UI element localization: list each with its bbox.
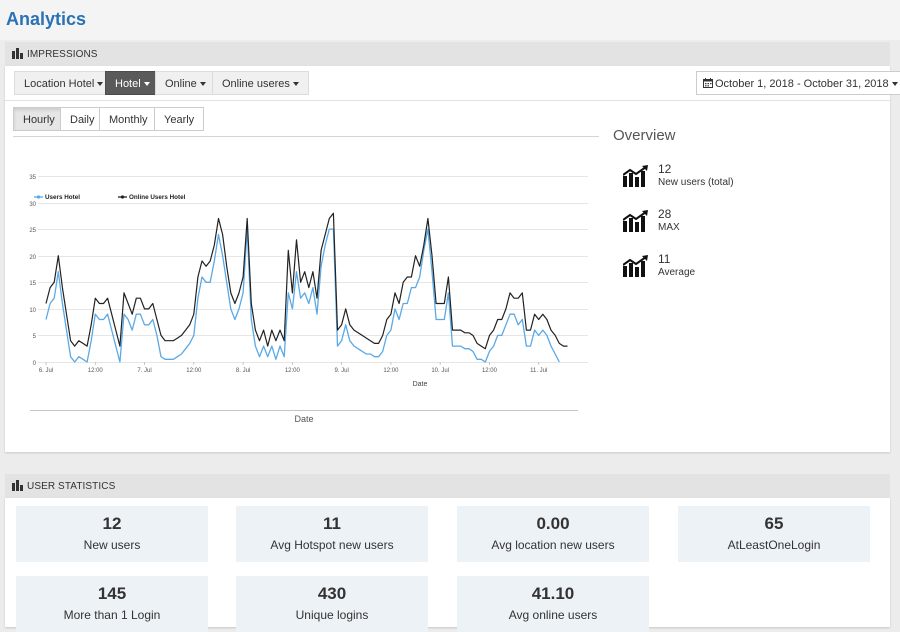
overview-max-value: 28 [658, 207, 672, 221]
y-tick-label: 20 [29, 255, 36, 261]
y-tick-label: 0 [33, 361, 37, 367]
tab-monthly-label: Monthly [109, 114, 148, 126]
filter-hotel-button[interactable]: Hotel [105, 71, 160, 95]
chart-x-ticks: 6. Jul 12:00 7. Jul 12:00 8. Jul 12:00 9. Jul 1… [39, 362, 547, 374]
stat-label: Unique logins [295, 608, 369, 622]
tab-daily[interactable]: Daily [60, 107, 105, 131]
stat-value: 41.10 [531, 584, 575, 603]
page-title: Analytics [6, 9, 87, 29]
legend-marker [120, 195, 125, 199]
x-tick-label: 12:00 [186, 368, 202, 374]
bar-chart-icon [12, 48, 23, 59]
stat-value: 145 [97, 584, 127, 603]
bar-chart-icon [12, 480, 23, 491]
overview-average-value: 11 [658, 252, 671, 266]
caret-down-icon [143, 82, 150, 87]
stat-new-users: 12 New users [16, 506, 208, 562]
y-tick-label: 10 [29, 308, 36, 314]
y-tick-label: 15 [29, 281, 36, 287]
chart-x-axis-label: Date [413, 381, 428, 388]
stat-avg-location-new-users: 0.00 Avg location new users [457, 506, 649, 562]
series-line [45, 228, 560, 363]
filter-online-label: Online [165, 78, 197, 90]
stat-avg-hotspot-new-users: 11 Avg Hotspot new users [236, 506, 428, 562]
stat-value: 0.00 [536, 514, 570, 533]
caret-down-icon [199, 82, 206, 87]
x-tick-label: 12:00 [88, 368, 104, 374]
panel-divider [5, 100, 890, 101]
x-tick-label: 6. Jul [39, 368, 53, 374]
x-tick-label: 12:00 [482, 368, 498, 374]
caret-down-icon [292, 82, 299, 87]
legend-marker [36, 195, 41, 199]
date-range-label: October 1, 2018 - October 31, 2018 [715, 78, 889, 90]
filter-online-users-button[interactable]: Online useres [212, 71, 309, 95]
chart-series [45, 212, 568, 363]
stat-value: 65 [764, 514, 784, 533]
tab-hourly[interactable]: Hourly [13, 107, 65, 131]
stat-at-least-one-login: 65 AtLeastOneLogin [678, 506, 870, 562]
x-tick-label: 8. Jul [236, 368, 250, 374]
stat-more-than-one-login: 145 More than 1 Login [16, 576, 208, 632]
x-tick-label: 11. Jul [530, 368, 547, 374]
overview-new-users-label: New users (total) [658, 177, 734, 188]
overview-max-label: MAX [658, 222, 680, 233]
top-bar [0, 0, 900, 40]
tab-daily-label: Daily [70, 114, 95, 126]
chart-y-ticks: 0 5 10 15 20 25 30 35 [29, 175, 36, 367]
legend-label: Online Users Hotel [129, 194, 186, 201]
x-tick-label: 12:00 [285, 368, 301, 374]
stat-label: More than 1 Login [63, 608, 161, 622]
chart-grid [38, 176, 588, 363]
x-tick-label: 9. Jul [334, 368, 348, 374]
stat-label: Avg location new users [491, 538, 615, 552]
chart-legend: Users Hotel Online Users Hotel [34, 194, 186, 201]
trending-chart-icon [623, 210, 648, 232]
user-statistics-title: USER STATISTICS [27, 481, 116, 492]
stat-value: 430 [317, 584, 347, 603]
stat-value: 12 [102, 514, 122, 533]
legend-label: Users Hotel [45, 194, 80, 201]
y-tick-label: 35 [29, 175, 36, 181]
stat-label: AtLeastOneLogin [727, 538, 821, 552]
overview-new-users-value: 12 [658, 162, 672, 176]
filter-location-hotel-button[interactable]: Location Hotel [14, 71, 114, 95]
user-statistics-section-header: USER STATISTICS [5, 474, 890, 498]
tab-hourly-label: Hourly [23, 114, 55, 126]
y-tick-label: 30 [29, 202, 36, 208]
calendar-icon [703, 78, 713, 88]
outer-axis-label: Date [294, 414, 313, 424]
filter-location-hotel-label: Location Hotel [24, 78, 95, 90]
filter-hotel-label: Hotel [115, 78, 141, 90]
stat-unique-logins: 430 Unique logins [236, 576, 428, 632]
tab-monthly[interactable]: Monthly [99, 107, 158, 131]
caret-down-icon [97, 82, 104, 87]
overview-title: Overview [613, 127, 676, 144]
y-tick-label: 5 [33, 334, 37, 340]
stat-label: Avg Hotspot new users [270, 538, 394, 552]
impressions-section-header: IMPRESSIONS [5, 42, 890, 66]
caret-down-icon [891, 82, 898, 87]
x-tick-label: 12:00 [383, 368, 399, 374]
stat-label: Avg online users [508, 608, 598, 622]
stat-value: 11 [323, 514, 341, 533]
tab-yearly[interactable]: Yearly [154, 107, 205, 131]
overview-average-label: Average [658, 267, 696, 278]
stat-avg-online-users: 41.10 Avg online users [457, 576, 649, 632]
trending-chart-icon [623, 165, 648, 187]
impressions-chart: 0 5 10 15 20 25 30 35 6. Jul 12:00 7. Jul 12:00 8. … [13, 136, 599, 424]
date-range-button[interactable]: October 1, 2018 - October 31, 2018 [696, 71, 900, 95]
y-tick-label: 25 [29, 228, 36, 234]
x-tick-label: 10. Jul [431, 368, 449, 374]
tab-yearly-label: Yearly [164, 114, 195, 126]
impressions-title: IMPRESSIONS [27, 49, 98, 60]
x-tick-label: 7. Jul [137, 368, 151, 374]
filter-online-users-label: Online useres [222, 78, 290, 90]
series-line [45, 212, 568, 350]
stat-label: New users [83, 538, 141, 552]
trending-chart-icon [623, 255, 648, 277]
filter-online-button[interactable]: Online [155, 71, 216, 95]
